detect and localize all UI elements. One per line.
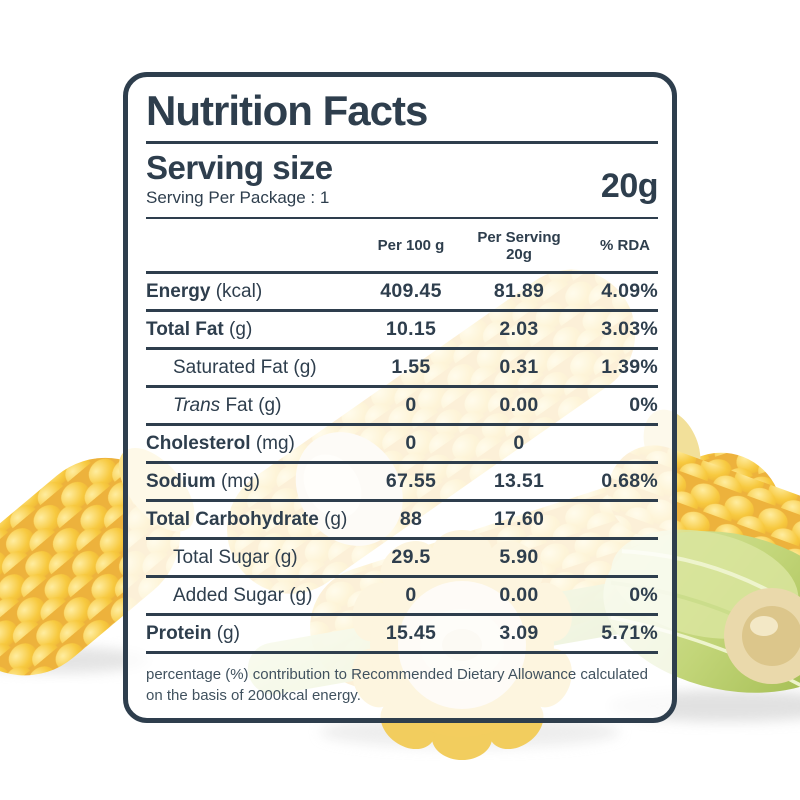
serving-section: Serving size Serving Per Package : 1 20g	[146, 144, 659, 217]
divider	[146, 141, 658, 145]
nutrient-name: Total Carbohydrate	[146, 508, 319, 530]
nutrient-unit: (g)	[229, 318, 253, 340]
nutrient-name: Total Fat	[146, 318, 224, 340]
value-per-serving: 17.60	[493, 508, 545, 531]
serving-size-value: 20g	[600, 167, 659, 206]
value-per-100g: 0	[405, 584, 417, 607]
nutrient-unit: (mg)	[220, 470, 261, 492]
value-per-serving: 0.00	[499, 394, 539, 417]
table-row: Total Fat (g) 10.15 2.03 3.03%	[146, 312, 658, 351]
value-rda: 3.03%	[601, 318, 658, 341]
nutrient-name: Total Sugar	[173, 546, 270, 568]
value-per-serving: 3.09	[499, 622, 539, 645]
value-per-100g: 409.45	[380, 280, 442, 303]
value-rda: 5.71%	[601, 622, 658, 645]
table-row: Saturated Fat (g) 1.55 0.31 1.39%	[146, 350, 658, 389]
nutrient-name: Trans Fat	[173, 394, 253, 416]
column-header-per-100g: Per 100 g	[377, 237, 445, 255]
table-row: Total Carbohydrate (g) 88 17.60	[146, 502, 658, 541]
divider	[146, 271, 658, 275]
table-row: Protein (g) 15.45 3.09 5.71%	[146, 616, 658, 655]
value-per-100g: 1.55	[391, 356, 431, 379]
nutrient-name: Added Sugar	[173, 584, 284, 606]
value-rda: 0%	[629, 394, 658, 417]
value-rda: 4.09%	[601, 280, 658, 303]
table-row: Energy (kcal) 409.45 81.89 4.09%	[146, 274, 658, 313]
value-per-100g: 0	[405, 394, 417, 417]
nutrient-unit: (g)	[274, 546, 298, 568]
page-title: Nutrition Facts	[146, 87, 428, 134]
nutrient-unit: (g)	[324, 508, 348, 530]
serving-per-package: Serving Per Package : 1	[146, 187, 330, 207]
value-per-serving: 2.03	[499, 318, 539, 341]
nutrient-unit: (g)	[289, 584, 313, 606]
value-per-serving: 0	[513, 432, 525, 455]
value-rda: 1.39%	[601, 356, 658, 379]
table-row: Trans Fat (g) 0 0.00 0%	[146, 388, 658, 427]
nutrient-name: Saturated Fat	[173, 356, 289, 378]
value-per-100g: 10.15	[385, 318, 437, 341]
value-per-100g: 15.45	[385, 622, 437, 645]
column-header-rda: % RDA	[599, 237, 650, 255]
value-rda: 0.68%	[601, 470, 658, 493]
divider	[146, 216, 658, 219]
nutrition-table-rows: Energy (kcal) 409.45 81.89 4.09% Total F…	[146, 274, 658, 655]
nutrient-unit: (g)	[216, 622, 240, 644]
nutrient-unit: (g)	[293, 356, 317, 378]
nutrient-unit: (mg)	[255, 432, 295, 454]
value-per-serving: 81.89	[493, 280, 545, 303]
column-header-per-serving: Per Serving 20g	[477, 228, 561, 263]
value-per-serving: 13.51	[493, 470, 545, 493]
nutrient-unit: (kcal)	[215, 280, 263, 302]
value-rda: 0%	[629, 584, 658, 607]
table-row: Total Sugar (g) 29.5 5.90	[146, 540, 658, 579]
serving-size-label: Serving size	[146, 149, 333, 187]
table-row: Cholesterol (mg) 0 0	[146, 426, 658, 465]
table-header: Per 100 g Per Serving 20g % RDA	[146, 219, 658, 272]
nutrient-name: Sodium	[146, 470, 216, 492]
value-per-100g: 29.5	[391, 546, 431, 569]
footnote: percentage (%) contribution to Recommend…	[146, 666, 648, 704]
value-per-100g: 67.55	[385, 470, 437, 493]
table-row: Sodium (mg) 67.55 13.51 0.68%	[146, 464, 658, 503]
nutrient-name: Energy	[146, 280, 211, 302]
nutrition-label-card: Nutrition Facts Serving size Serving Per…	[123, 72, 677, 723]
value-per-100g: 0	[405, 432, 417, 455]
value-per-serving: 0.31	[499, 356, 539, 379]
value-per-serving: 5.90	[499, 546, 539, 569]
nutrient-name: Cholesterol	[146, 432, 251, 454]
nutrient-name: Protein	[146, 622, 212, 644]
table-row: Added Sugar (g) 0 0.00 0%	[146, 578, 658, 617]
value-per-serving: 0.00	[499, 584, 539, 607]
nutrient-unit: (g)	[258, 394, 282, 416]
value-per-100g: 88	[399, 508, 423, 531]
